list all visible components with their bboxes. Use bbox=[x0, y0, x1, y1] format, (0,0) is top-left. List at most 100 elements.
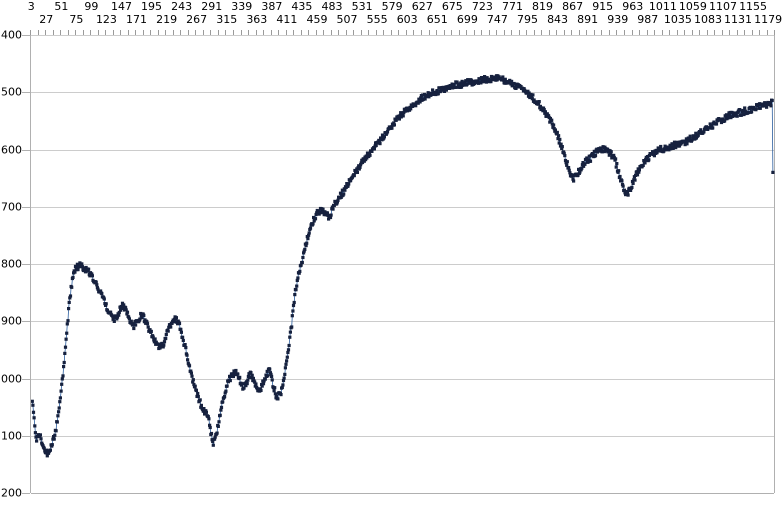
y-axis-tick-label: 1000 bbox=[0, 372, 22, 385]
x-axis-tick-mark bbox=[639, 30, 641, 36]
x-axis-tick-label: 147 bbox=[110, 0, 132, 13]
x-axis-tick-label: 531 bbox=[351, 0, 373, 13]
x-axis-tick-mark bbox=[67, 30, 69, 36]
y-axis-tick-label: 1200 bbox=[0, 486, 22, 500]
x-axis-tick-label: 3 bbox=[27, 0, 35, 13]
x-axis-tick-label: 699 bbox=[456, 13, 478, 26]
x-axis-tick-mark bbox=[420, 30, 422, 36]
y-axis-tick-mark bbox=[22, 92, 30, 94]
x-axis-tick-mark bbox=[413, 30, 415, 36]
x-axis-tick-label: 507 bbox=[336, 13, 358, 26]
x-axis-tick-mark bbox=[105, 30, 107, 36]
x-axis-tick-mark bbox=[157, 30, 159, 36]
x-axis-tick-label: 987 bbox=[637, 13, 659, 26]
y-axis-tick-label: 1100 bbox=[0, 429, 22, 443]
x-axis-tick-mark bbox=[548, 30, 550, 36]
x-axis-tick-mark bbox=[496, 30, 498, 36]
x-axis-tick-mark bbox=[375, 30, 377, 36]
x-axis-tick-label: 603 bbox=[396, 13, 418, 26]
gridline bbox=[31, 321, 774, 323]
y-axis-tick-mark bbox=[22, 206, 30, 208]
x-axis-tick-mark bbox=[315, 30, 317, 36]
x-axis-tick-mark bbox=[571, 30, 573, 36]
x-axis-tick-mark bbox=[481, 30, 483, 36]
x-axis-tick-mark bbox=[330, 30, 332, 36]
x-axis-tick-label: 1059 bbox=[678, 0, 707, 13]
x-axis-tick-mark bbox=[533, 30, 535, 36]
x-axis-tick-mark bbox=[278, 30, 280, 36]
y-axis-tick-mark bbox=[22, 321, 30, 323]
x-axis-tick-label: 675 bbox=[441, 0, 463, 13]
x-axis-tick-mark bbox=[488, 30, 490, 36]
x-axis-tick-mark bbox=[578, 30, 580, 36]
x-axis-tick-mark bbox=[82, 30, 84, 36]
x-axis-tick-mark bbox=[428, 30, 430, 36]
x-axis-tick-label: 1131 bbox=[724, 13, 753, 26]
x-axis-tick-mark bbox=[293, 30, 295, 36]
gridline bbox=[31, 435, 774, 437]
y-axis-tick-label: 900 bbox=[1, 314, 22, 328]
x-axis-tick-mark bbox=[255, 30, 257, 36]
x-axis-tick-mark bbox=[37, 30, 39, 36]
x-axis-tick-label: 195 bbox=[141, 0, 163, 13]
y-axis-tick-label: 800 bbox=[1, 257, 22, 271]
x-axis-tick-mark bbox=[541, 30, 543, 36]
gridline bbox=[31, 206, 774, 208]
gridline bbox=[31, 149, 774, 151]
y-axis-tick-label: 600 bbox=[1, 143, 22, 156]
x-axis-tick-mark bbox=[623, 30, 625, 36]
x-axis-tick-mark bbox=[766, 30, 768, 36]
x-axis-tick-mark bbox=[142, 30, 144, 36]
x-axis-tick-mark bbox=[699, 30, 701, 36]
x-axis-tick-label: 339 bbox=[231, 0, 253, 13]
x-axis-tick-mark bbox=[586, 30, 588, 36]
series-polyline bbox=[31, 75, 774, 456]
x-axis-tick-mark bbox=[511, 30, 513, 36]
x-axis-top-ticks bbox=[30, 30, 776, 36]
x-axis-tick-label: 171 bbox=[126, 13, 148, 26]
plot-bottom-axis bbox=[31, 493, 774, 494]
x-axis-tick-mark bbox=[217, 30, 219, 36]
x-axis-tick-label: 123 bbox=[95, 13, 117, 26]
x-axis-tick-mark bbox=[774, 30, 776, 36]
x-axis-tick-label: 75 bbox=[69, 13, 84, 26]
plot-area bbox=[30, 35, 775, 494]
x-axis-tick-label: 1083 bbox=[693, 13, 722, 26]
x-axis-tick-mark bbox=[360, 30, 362, 36]
x-axis-tick-mark bbox=[390, 30, 392, 36]
x-axis-tick-label: 291 bbox=[201, 0, 223, 13]
x-axis-tick-mark bbox=[172, 30, 174, 36]
x-axis-tick-label: 747 bbox=[486, 13, 508, 26]
x-axis-tick-mark bbox=[240, 30, 242, 36]
x-axis-tick-mark bbox=[706, 30, 708, 36]
x-axis-tick-mark bbox=[608, 30, 610, 36]
x-axis-tick-label: 795 bbox=[517, 13, 538, 26]
x-axis-tick-mark bbox=[210, 30, 212, 36]
x-axis-tick-mark bbox=[443, 30, 445, 36]
gridline bbox=[31, 264, 774, 265]
x-axis-labels: 3 27 51 75 99 123 147 171 195 219 243 267 291 315 339 3… bbox=[0, 0, 783, 28]
x-axis-tick-mark bbox=[120, 30, 122, 36]
x-axis-tick-mark bbox=[202, 30, 204, 36]
x-axis-tick-mark bbox=[654, 30, 656, 36]
x-axis-tick-label: 219 bbox=[156, 13, 178, 26]
x-axis-tick-mark bbox=[563, 30, 565, 36]
x-axis-tick-label: 1179 bbox=[754, 13, 783, 26]
x-axis-tick-mark bbox=[180, 30, 182, 36]
data-series-line bbox=[31, 74, 775, 458]
x-axis-tick-mark bbox=[52, 30, 54, 36]
x-axis-tick-label: 1155 bbox=[739, 0, 768, 13]
x-axis-tick-mark bbox=[248, 30, 250, 36]
x-axis-tick-mark bbox=[458, 30, 460, 36]
x-axis-tick-label: 867 bbox=[562, 0, 584, 13]
x-axis-tick-mark bbox=[436, 30, 438, 36]
y-axis-tick-label: 700 bbox=[1, 200, 22, 214]
x-axis-tick-mark bbox=[759, 30, 761, 36]
x-axis-tick-mark bbox=[30, 30, 31, 36]
x-axis-tick-mark bbox=[661, 30, 663, 36]
x-axis-tick-mark bbox=[75, 30, 77, 36]
x-axis-tick-mark bbox=[135, 30, 137, 36]
x-axis-tick-mark bbox=[233, 30, 234, 36]
x-axis-tick-mark bbox=[669, 30, 671, 36]
